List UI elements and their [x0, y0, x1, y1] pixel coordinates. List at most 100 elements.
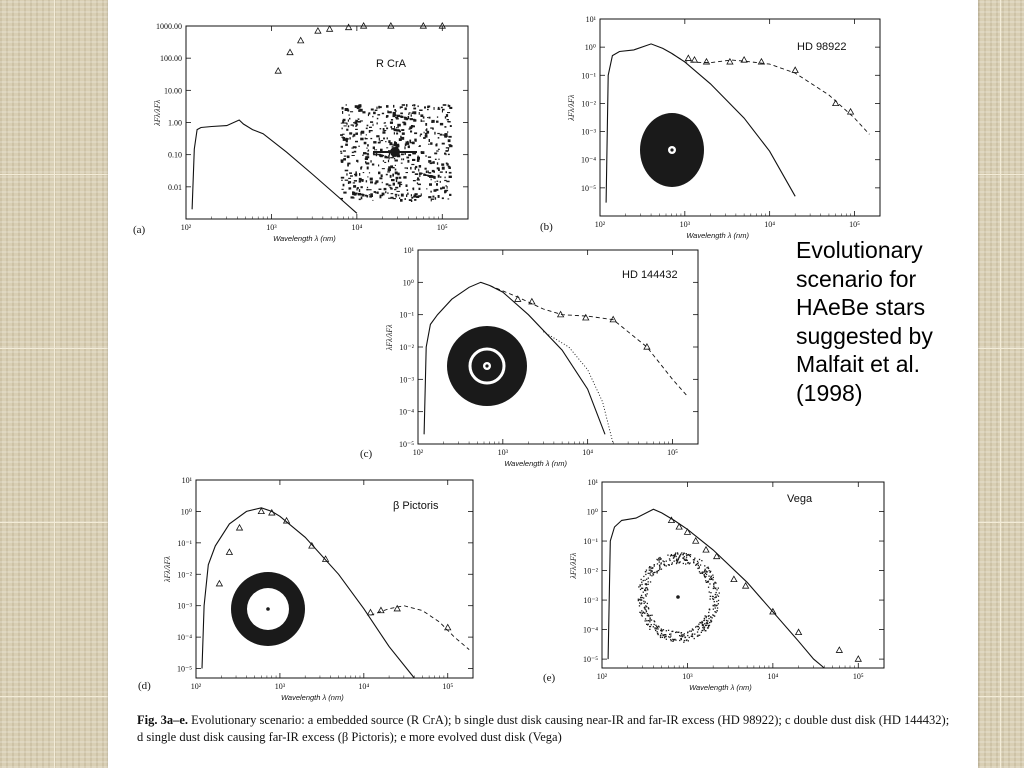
dust-speck: [403, 118, 407, 120]
dust-speck: [407, 192, 409, 195]
photometry-point: [393, 604, 401, 612]
dust-speck: [444, 104, 447, 106]
dust-grain: [687, 554, 689, 556]
dust-speck: [372, 123, 374, 127]
dust-speck: [412, 158, 416, 161]
dust-grain: [658, 626, 660, 628]
photometry-point: [321, 555, 330, 562]
dust-grain: [668, 564, 670, 566]
dust-grain: [684, 636, 686, 639]
dust-grain: [707, 567, 710, 570]
dust-speck: [417, 177, 420, 180]
dust-grain: [659, 565, 661, 567]
dust-grain: [640, 597, 642, 599]
dust-grain: [710, 592, 712, 594]
dust-grain: [710, 575, 712, 577]
dust-grain: [678, 556, 680, 558]
dust-speck: [387, 192, 389, 194]
dust-speck: [369, 126, 372, 128]
y-tick-label: 10¹: [404, 246, 415, 255]
dust-speck: [431, 161, 433, 164]
dust-speck: [449, 106, 453, 109]
tile-seam: [1000, 0, 1001, 768]
dust-grain: [708, 624, 711, 626]
dust-grain: [660, 562, 662, 564]
dust-speck: [446, 163, 449, 166]
dust-grain: [642, 579, 644, 582]
dust-speck: [349, 117, 351, 120]
dust-grain: [650, 567, 652, 569]
dust-grain: [662, 629, 665, 631]
panel-label: (c): [360, 448, 373, 460]
dust-grain: [649, 569, 652, 571]
photometry-point: [702, 57, 711, 65]
dust-speck: [392, 143, 394, 147]
dust-grain: [645, 573, 647, 576]
dust-grain: [712, 598, 714, 600]
dust-grain: [705, 630, 707, 632]
dust-grain: [699, 634, 701, 636]
dust-speck: [360, 179, 362, 182]
x-tick-label: 10³: [266, 223, 277, 232]
dust-speck: [417, 183, 421, 186]
dust-grain: [663, 634, 665, 637]
dust-speck: [444, 126, 447, 128]
dust-grain: [656, 626, 658, 629]
dust-grain: [704, 630, 706, 632]
dust-speck: [416, 182, 419, 184]
dust-grain: [713, 585, 715, 588]
dust-grain: [705, 624, 707, 627]
dust-grain: [703, 574, 705, 576]
dust-speck: [345, 139, 348, 143]
dust-speck: [388, 111, 392, 114]
dust-speck: [390, 157, 394, 159]
dust-speck: [412, 111, 415, 113]
dust-speck: [389, 142, 393, 146]
dust-speck: [366, 166, 369, 170]
dust-speck: [399, 130, 401, 133]
dust-grain: [678, 631, 680, 633]
dust-grain: [689, 554, 692, 556]
dust-grain: [703, 575, 706, 577]
x-tick-label: 10⁴: [351, 223, 362, 232]
dust-speck: [354, 173, 358, 177]
dust-grain: [705, 624, 708, 626]
x-tick-label: 10⁵: [437, 223, 448, 232]
dust-speck: [446, 119, 449, 121]
dust-grain: [641, 581, 643, 583]
dust-grain: [716, 594, 718, 596]
dust-grain: [652, 626, 654, 628]
dust-speck: [412, 104, 413, 107]
dust-speck: [375, 191, 377, 194]
dust-speck: [352, 146, 355, 148]
dust-speck: [423, 173, 426, 176]
dust-speck: [340, 145, 343, 148]
dust-grain: [679, 561, 681, 563]
dust-grain: [643, 597, 645, 599]
dust-grain: [669, 559, 671, 562]
dust-speck: [392, 167, 395, 169]
dust-grain: [649, 572, 651, 574]
dust-grain: [697, 567, 699, 570]
dust-speck: [356, 192, 358, 195]
dust-grain: [698, 571, 701, 573]
dust-speck: [446, 180, 450, 183]
dust-speck: [377, 153, 381, 156]
photometry-point: [643, 342, 651, 350]
dust-speck: [437, 174, 440, 178]
dust-grain: [648, 567, 650, 569]
dust-speck: [417, 156, 420, 160]
dust-speck: [417, 105, 419, 108]
dust-speck: [378, 188, 382, 190]
dust-speck: [424, 167, 427, 170]
dust-speck: [356, 159, 359, 162]
dust-speck: [398, 138, 402, 141]
y-axis-label: λFλ/λFλ: [569, 552, 578, 579]
y-tick-label: 10⁰: [181, 507, 192, 516]
photometry-point: [419, 21, 428, 29]
dust-speck: [365, 156, 368, 159]
dust-speck: [431, 119, 435, 123]
dust-speck: [342, 136, 344, 139]
dust-grain: [693, 559, 695, 561]
